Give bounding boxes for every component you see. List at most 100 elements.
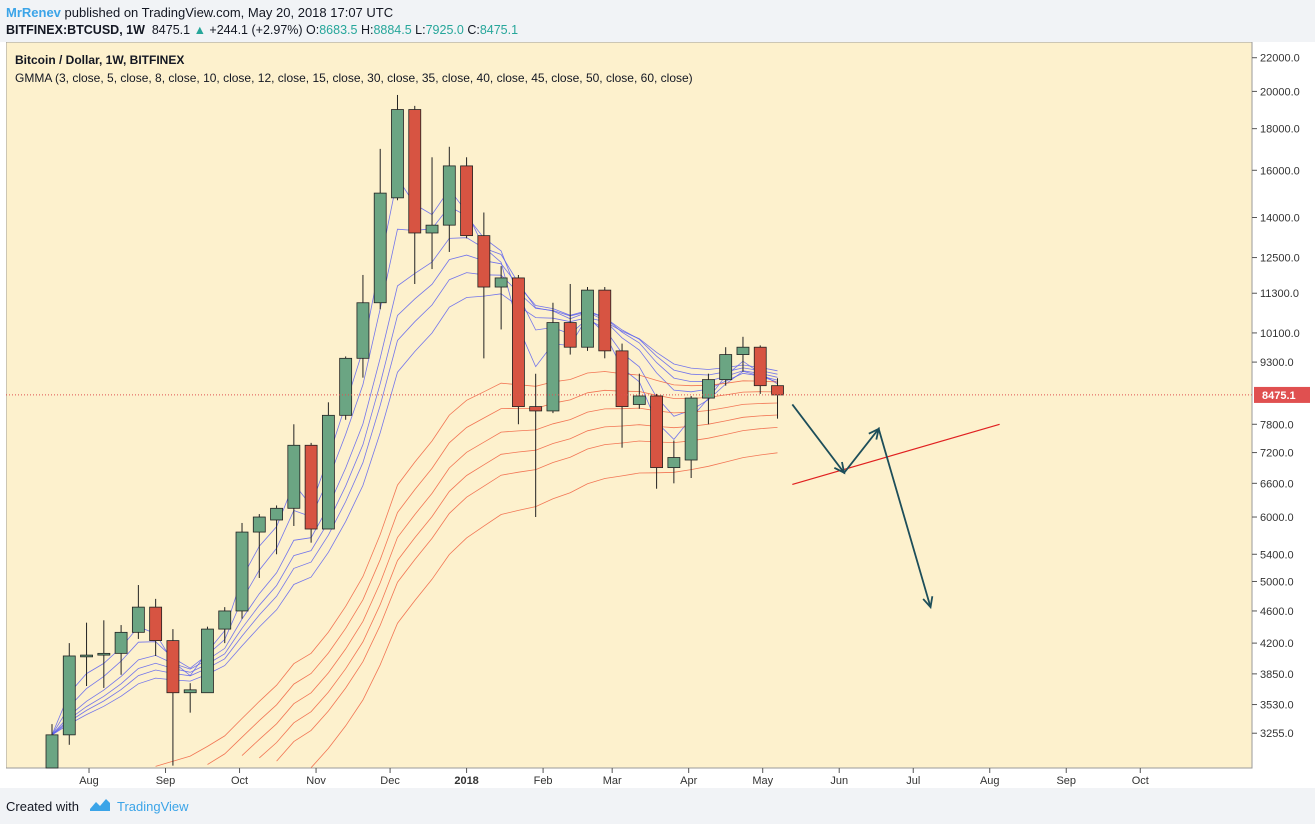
candle: [373, 148, 387, 310]
x-axis[interactable]: Aug Sep Oct Nov Dec 2018 Feb Mar Apr May Jun Jul Aug…: [6, 768, 1310, 788]
down-candle: [166, 640, 180, 694]
chart-footer: Created with TradingView: [0, 788, 1315, 824]
up-candle: [321, 414, 335, 530]
candle: [270, 505, 283, 555]
y-tick-label: 7800.0: [1260, 419, 1294, 431]
candle: [425, 157, 439, 270]
down-candle: [753, 346, 767, 387]
x-tick-label: Aug: [980, 775, 1000, 787]
y-tick-label: 9300.0: [1260, 357, 1294, 369]
up-candle: [235, 531, 249, 612]
projection-arrowhead: [833, 461, 846, 475]
candle: [235, 522, 249, 619]
y-tick-label: 10100.0: [1260, 328, 1300, 340]
up-arrow-icon: ▲: [193, 23, 206, 37]
candle: [736, 336, 750, 372]
down-candle: [615, 350, 629, 407]
candle: [667, 440, 681, 484]
chart-title: Bitcoin / Dollar, 1W, BITFINEX: [15, 53, 184, 67]
candle: [512, 274, 525, 425]
candle: [114, 625, 128, 675]
up-candle: [494, 277, 508, 288]
close-value: 8475.1: [479, 23, 519, 37]
candle: [632, 373, 646, 409]
price-change: +244.1 (+2.97%): [209, 23, 303, 37]
y-tick-label: 22000.0: [1260, 53, 1300, 65]
x-tick-label: Apr: [680, 775, 697, 787]
candle: [131, 585, 145, 639]
candle: [287, 424, 301, 526]
y-tick-label: 6600.0: [1260, 478, 1294, 490]
trendline: [792, 423, 1000, 485]
candle: [321, 402, 335, 530]
up-candle: [45, 734, 59, 769]
candle: [201, 626, 214, 694]
publish-info: MrRenev published on TradingView.com, Ma…: [6, 5, 393, 20]
candle: [563, 283, 577, 355]
up-candle: [287, 444, 301, 509]
y-tick-label: 6000.0: [1260, 512, 1294, 524]
y-tick-label: 3530.0: [1260, 700, 1294, 712]
up-candle: [391, 109, 404, 199]
y-tick-label: 12500.0: [1260, 253, 1300, 265]
plot-background: [5, 41, 1253, 769]
y-tick-label: 4600.0: [1260, 606, 1294, 618]
high-label: H:: [360, 23, 374, 37]
tradingview-link[interactable]: TradingView: [117, 799, 189, 814]
down-candle: [771, 385, 784, 396]
indicator-label: GMMA (3, close, 5, close, 8, close, 10, …: [15, 71, 693, 85]
candle: [494, 266, 508, 330]
up-candle: [425, 224, 439, 234]
last-price: 8475.1: [151, 23, 191, 37]
y-tick-label: 16000.0: [1260, 165, 1300, 177]
price-chart[interactable]: Bitcoin / Dollar, 1W, BITFINEX GMMA (3, …: [5, 41, 1310, 788]
x-tick-label: Oct: [231, 775, 248, 787]
candles: [45, 94, 784, 769]
low-label: L:: [415, 23, 426, 37]
down-candle: [563, 322, 577, 348]
x-axis-background: [6, 769, 1310, 788]
tradingview-logo-icon[interactable]: [88, 797, 112, 813]
x-tick-label: Feb: [534, 775, 553, 787]
down-candle: [304, 444, 318, 530]
projection-arrowhead: [868, 427, 880, 440]
candle: [442, 146, 456, 252]
up-candle: [201, 628, 214, 694]
y-axis-background: [1253, 42, 1310, 768]
chart-area[interactable]: Bitcoin / Dollar, 1W, BITFINEX GMMA (3, …: [5, 41, 1310, 788]
candle: [149, 598, 163, 656]
symbol-label: BITFINEX:BTCUSD, 1W: [6, 23, 145, 37]
up-candle: [114, 631, 128, 654]
candle: [218, 607, 232, 644]
up-candle: [632, 395, 646, 405]
low-value: 7925.0: [425, 23, 464, 37]
last-price-tick: 8475.1: [1262, 390, 1296, 402]
y-tick-label: 11300.0: [1260, 288, 1299, 300]
projection-arrowhead: [922, 596, 934, 610]
author-link[interactable]: MrRenev: [6, 5, 61, 20]
candle: [408, 105, 422, 284]
last-price-tag: [1254, 386, 1310, 403]
y-tick-label: 5400.0: [1260, 549, 1294, 561]
up-candle: [252, 516, 266, 533]
candle: [650, 393, 663, 489]
up-candle: [373, 192, 387, 304]
candle: [753, 345, 767, 394]
y-tick-label: 20000.0: [1260, 86, 1300, 98]
down-candle: [529, 406, 543, 412]
candle: [460, 157, 473, 239]
up-candle: [442, 165, 456, 226]
x-tick-label: Jul: [906, 775, 920, 787]
up-candle: [183, 689, 197, 694]
y-tick-label: 14000.0: [1260, 212, 1300, 224]
candle: [702, 373, 715, 425]
y-tick-label: 5000.0: [1260, 576, 1294, 588]
candle: [615, 343, 629, 448]
candle: [477, 212, 491, 359]
y-axis[interactable]: 22000.0 20000.0 18000.0 16000.0 14000.0 12500…: [1252, 42, 1310, 768]
down-candle: [512, 277, 525, 407]
gmma-ema-30: [155, 371, 778, 767]
up-candle: [97, 652, 111, 656]
projection-path: [791, 403, 932, 608]
gmma-ema-60: [310, 452, 778, 768]
